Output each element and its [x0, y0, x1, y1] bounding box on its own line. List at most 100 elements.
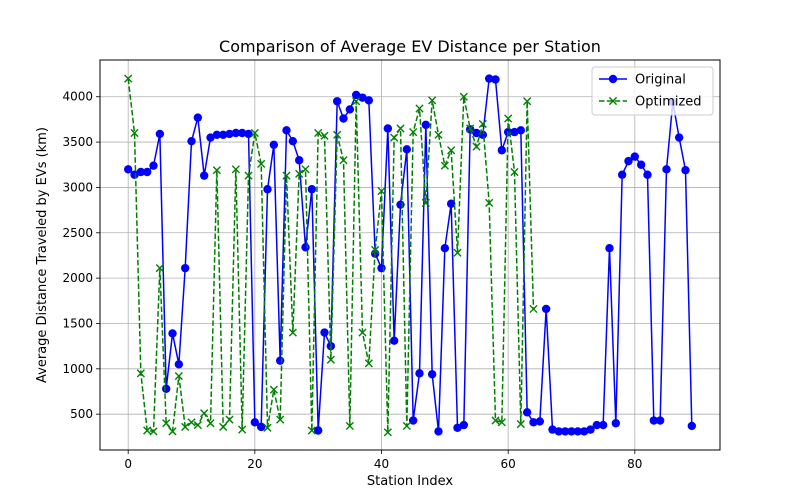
- legend-label-optimized: Optimized: [635, 95, 702, 110]
- y-tick-label: 4000: [62, 90, 93, 104]
- data-point-original: [155, 129, 165, 139]
- data-point-original: [605, 243, 614, 253]
- data-point-original: [617, 170, 627, 179]
- data-point-original: [301, 243, 310, 252]
- data-point-optimized: [364, 359, 373, 368]
- legend-label-original: Original: [635, 73, 686, 88]
- data-point-original: [187, 136, 196, 146]
- data-point-optimized: [466, 124, 475, 133]
- data-point-original: [294, 156, 304, 165]
- data-point-original: [123, 165, 133, 174]
- data-point-original: [643, 170, 652, 179]
- data-point-original: [212, 130, 222, 140]
- data-point-optimized: [383, 428, 392, 437]
- y-tick-label: 3500: [62, 135, 93, 149]
- data-point-optimized: [212, 166, 221, 175]
- data-point-original: [168, 329, 177, 338]
- data-point-optimized: [181, 422, 190, 431]
- data-point-original: [288, 136, 298, 146]
- data-point-original: [332, 97, 342, 106]
- y-axis: 500 1000 1500 2000 2500 3000 3500 4000: [62, 90, 100, 421]
- data-point-original: [510, 127, 519, 137]
- data-point-optimized: [168, 427, 177, 436]
- data-point-optimized: [529, 304, 538, 314]
- data-point-optimized: [447, 146, 456, 155]
- data-point-original: [244, 129, 253, 139]
- data-point-original: [174, 360, 184, 369]
- data-point-original: [655, 416, 665, 425]
- data-point-original: [579, 427, 589, 436]
- data-point-original: [307, 185, 317, 194]
- x-tick-label: 20: [247, 457, 262, 471]
- x-axis-label: Station Index: [367, 474, 453, 489]
- data-point-optimized: [478, 119, 487, 129]
- data-point-original: [535, 417, 545, 426]
- data-point-original: [440, 243, 450, 253]
- data-point-original: [624, 156, 633, 166]
- data-point-optimized: [155, 264, 164, 273]
- x-tick-label: 60: [501, 457, 516, 471]
- data-point-original: [358, 93, 367, 102]
- data-point-original: [250, 418, 260, 427]
- data-point-original: [687, 421, 697, 431]
- data-point-optimized: [491, 416, 500, 425]
- data-point-optimized: [326, 355, 335, 364]
- data-point-original: [193, 113, 203, 122]
- data-point-optimized: [276, 415, 285, 424]
- data-point-optimized: [238, 425, 247, 434]
- data-point-original: [130, 170, 139, 179]
- data-point-optimized: [124, 74, 133, 83]
- data-point-original: [446, 199, 456, 208]
- y-tick-label: 1500: [62, 316, 93, 330]
- data-point-optimized: [516, 420, 525, 429]
- data-point-original: [649, 416, 659, 425]
- series-optimized: [124, 74, 538, 437]
- data-point-optimized: [453, 248, 462, 257]
- data-point-original: [415, 369, 424, 378]
- y-tick-label: 1000: [62, 362, 93, 376]
- data-point-original: [548, 425, 557, 434]
- data-point-optimized: [206, 419, 215, 428]
- data-point-optimized: [244, 171, 253, 180]
- data-point-optimized: [314, 128, 323, 138]
- data-point-original: [263, 185, 272, 194]
- data-point-optimized: [428, 96, 437, 105]
- x-tick-label: 80: [627, 457, 642, 471]
- data-point-optimized: [523, 97, 532, 106]
- data-point-optimized: [130, 128, 139, 138]
- y-tick-label: 2000: [62, 271, 93, 285]
- data-point-optimized: [174, 371, 183, 381]
- data-point-original: [611, 419, 621, 428]
- data-point-optimized: [390, 133, 399, 142]
- data-point-original: [681, 165, 690, 175]
- data-point-optimized: [402, 421, 411, 431]
- data-point-original: [434, 427, 443, 436]
- data-point-original: [516, 126, 526, 135]
- data-point-original: [225, 129, 234, 139]
- data-point-original: [256, 422, 266, 432]
- data-point-original: [541, 304, 551, 314]
- data-point-original: [180, 263, 190, 273]
- data-point-original: [142, 167, 152, 177]
- data-point-optimized: [288, 328, 297, 337]
- x-tick-label: 40: [374, 457, 389, 471]
- data-point-optimized: [193, 420, 202, 430]
- data-point-original: [567, 427, 576, 436]
- data-point-optimized: [162, 419, 171, 428]
- data-point-original: [459, 420, 469, 430]
- data-point-optimized: [219, 422, 228, 431]
- data-point-original: [453, 423, 462, 432]
- y-tick-label: 500: [70, 407, 93, 421]
- plot-frame: [99, 59, 721, 451]
- data-point-original: [472, 128, 481, 138]
- y-tick-label: 2500: [62, 226, 93, 240]
- data-point-original: [351, 90, 361, 100]
- data-point-original: [377, 263, 386, 273]
- data-point-optimized: [187, 418, 196, 427]
- data-point-original: [320, 328, 329, 337]
- series-layer: [123, 74, 697, 437]
- data-point-optimized: [434, 130, 443, 139]
- data-point-original: [282, 126, 291, 135]
- data-point-optimized: [497, 418, 506, 427]
